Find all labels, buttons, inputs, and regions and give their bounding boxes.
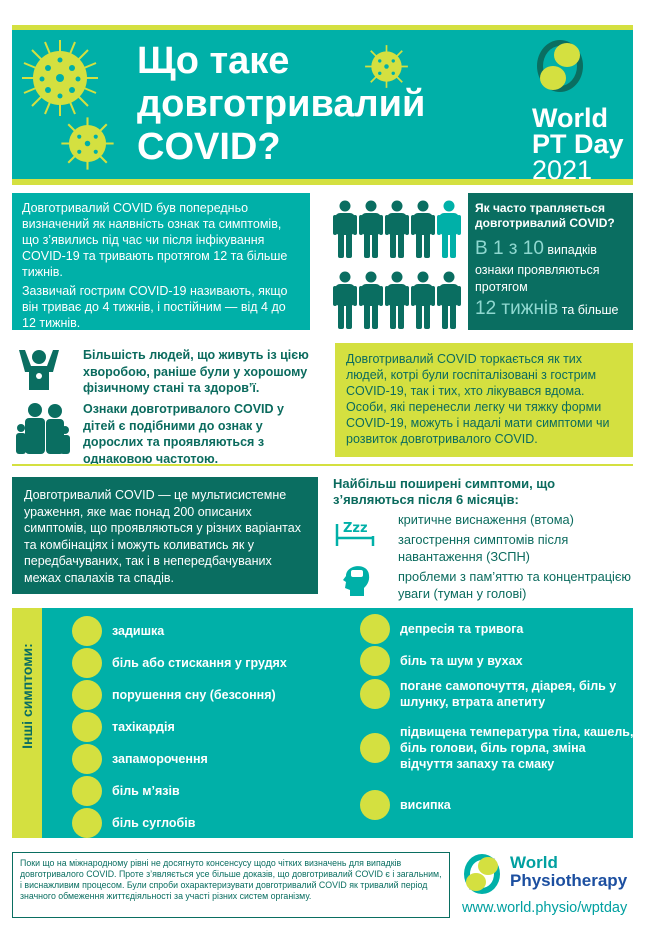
divider [12,464,633,466]
title-line: COVID? [137,126,281,168]
insomnia-icon [72,680,102,710]
intro-acute: Зазвичай гострим COVID-19 називають, якщ… [22,284,288,330]
affects-text: Довготривалий COVID торкається як тих лю… [346,352,610,446]
title-line: довготривалий [137,83,426,125]
frequency-text: випадків [547,243,597,257]
other-symptom-text: тахікардія [112,720,175,734]
sleep-bed-icon: Zzz [335,521,375,546]
world-physiotherapy-emblem-icon [464,854,500,894]
other-symptom-text: порушення сну (безсоння) [112,688,276,702]
person-icon [437,271,463,334]
athlete-icon [19,350,59,390]
multisystem-text: Довготривалий COVID — це мультисистемне … [24,488,301,585]
dizziness-icon [72,744,102,774]
breathless-icon [72,616,102,646]
other-symptom-item: біль та шум у вухах [360,646,640,676]
other-symptom-item: біль або стискання у грудях [72,648,342,678]
other-symptom-item: підвищена температура тіла, кашель, біль… [360,724,640,772]
other-symptom-item: запаморочення [72,744,342,774]
logo-line2: Physiotherapy [510,871,628,890]
title-line: Що таке [137,40,290,82]
frequency-box: Як часто трапляється довготривалий COVID… [468,193,633,330]
heart-icon [72,712,102,742]
other-symptom-text: підвищена температура тіла, кашель, біль… [400,725,634,771]
other-symptom-item: біль м’язів [72,776,342,806]
common-symptoms-heading: Найбільш поширені симптоми, що з’являють… [333,476,556,507]
other-symptoms-box: Інші симптоми: задишка біль або стискання… [12,608,633,838]
other-symptom-text: задишка [112,624,165,638]
brand-line1: World [532,103,608,133]
brain-icon [360,614,390,644]
other-symptom-text: біль та шум у вухах [400,654,523,668]
person-icon [385,200,411,263]
person-icon [411,271,437,334]
frequency-weeks: 12 тижнів [475,298,559,319]
footer-note: Поки що на міжнародному рівні не досягну… [20,858,442,901]
world-physiotherapy-logo: World Physiotherapy [510,854,627,890]
common-symptom-item: критичне виснаження (втома) [398,512,574,527]
other-symptom-text: біль м’язів [112,784,180,798]
person-icon [359,271,385,334]
person-icon [359,200,385,263]
other-symptom-text: біль суглобів [112,816,196,830]
people-pictogram [333,200,463,329]
other-symptom-text: біль або стискання у грудях [112,656,287,670]
affects-box: Довготривалий COVID торкається як тих лю… [335,343,633,457]
common-symptom-item: загострення симптомів після навантаження… [398,532,569,564]
virus-icon [22,40,98,116]
person-icon [333,271,359,334]
frequency-ratio: В 1 з 10 [475,238,544,259]
other-symptom-text: висипка [400,798,451,812]
page-title: Що таке довготривалий COVID? [137,40,425,169]
logo-line1: World [510,853,558,872]
fitness-text: Більшість людей, що живуть із цією хворо… [83,348,309,395]
other-symptom-item: тахікардія [72,712,342,742]
other-symptom-item: порушення сну (безсоння) [72,680,342,710]
joint-icon [72,808,102,838]
intro-definition: Довготривалий COVID був попередньо визна… [22,201,288,279]
stomach-icon [360,679,390,709]
intro-box: Довготривалий COVID був попередньо визна… [12,193,310,330]
ear-icon [360,646,390,676]
other-symptoms-label-bar: Інші симптоми: [12,608,42,838]
muscle-icon [72,776,102,806]
person-icon-highlighted [437,200,463,263]
world-pt-day-emblem-icon [537,40,583,92]
other-symptom-item: задишка [72,616,342,646]
children-text: Ознаки довготривалого COVID у дітей є по… [83,402,284,466]
other-symptom-text: депресія та тривога [400,622,524,636]
header-banner: Що таке довготривалий COVID? World PT Da… [12,25,633,185]
brand-year: 2021 [532,155,593,185]
lungs-icon [72,648,102,678]
person-icon [411,200,437,263]
virus-icon [365,45,408,88]
website-link[interactable]: www.world.physio/wptday [462,900,628,916]
other-symptoms-label: Інші симптоми: [19,643,35,749]
other-symptom-item: висипка [360,790,640,820]
svg-text:Zzz: Zzz [343,521,368,536]
other-symptom-item: біль суглобів [72,808,342,838]
brand-line2: PT Day [532,129,624,159]
multisystem-box: Довготривалий COVID — це мультисистемне … [12,477,318,594]
family-icon [16,403,70,454]
frequency-question: Як часто трапляється довготривалий COVID… [475,201,615,230]
frequency-text: ознаки проявляються протягом [475,263,600,294]
rash-icon [360,790,390,820]
footer-note-box: Поки що на міжнародному рівні не досягну… [12,852,450,918]
other-symptom-item: депресія та тривога [360,614,640,644]
person-icon [385,271,411,334]
virus-icon [61,117,114,170]
world-pt-day-logo: World PT Day 2021 [532,38,624,185]
frequency-text: та більше [561,303,619,317]
other-symptom-text: запаморочення [112,752,208,766]
thermometer-icon [360,733,390,763]
other-symptom-text: погане самопочуття, діарея, біль у шлунк… [400,679,617,709]
common-symptom-item: проблеми з пам’яттю та концентрацією ува… [398,569,631,601]
person-icon [333,200,359,263]
other-symptom-item: погане самопочуття, діарея, біль у шлунк… [360,678,640,710]
head-brain-icon [343,566,370,596]
